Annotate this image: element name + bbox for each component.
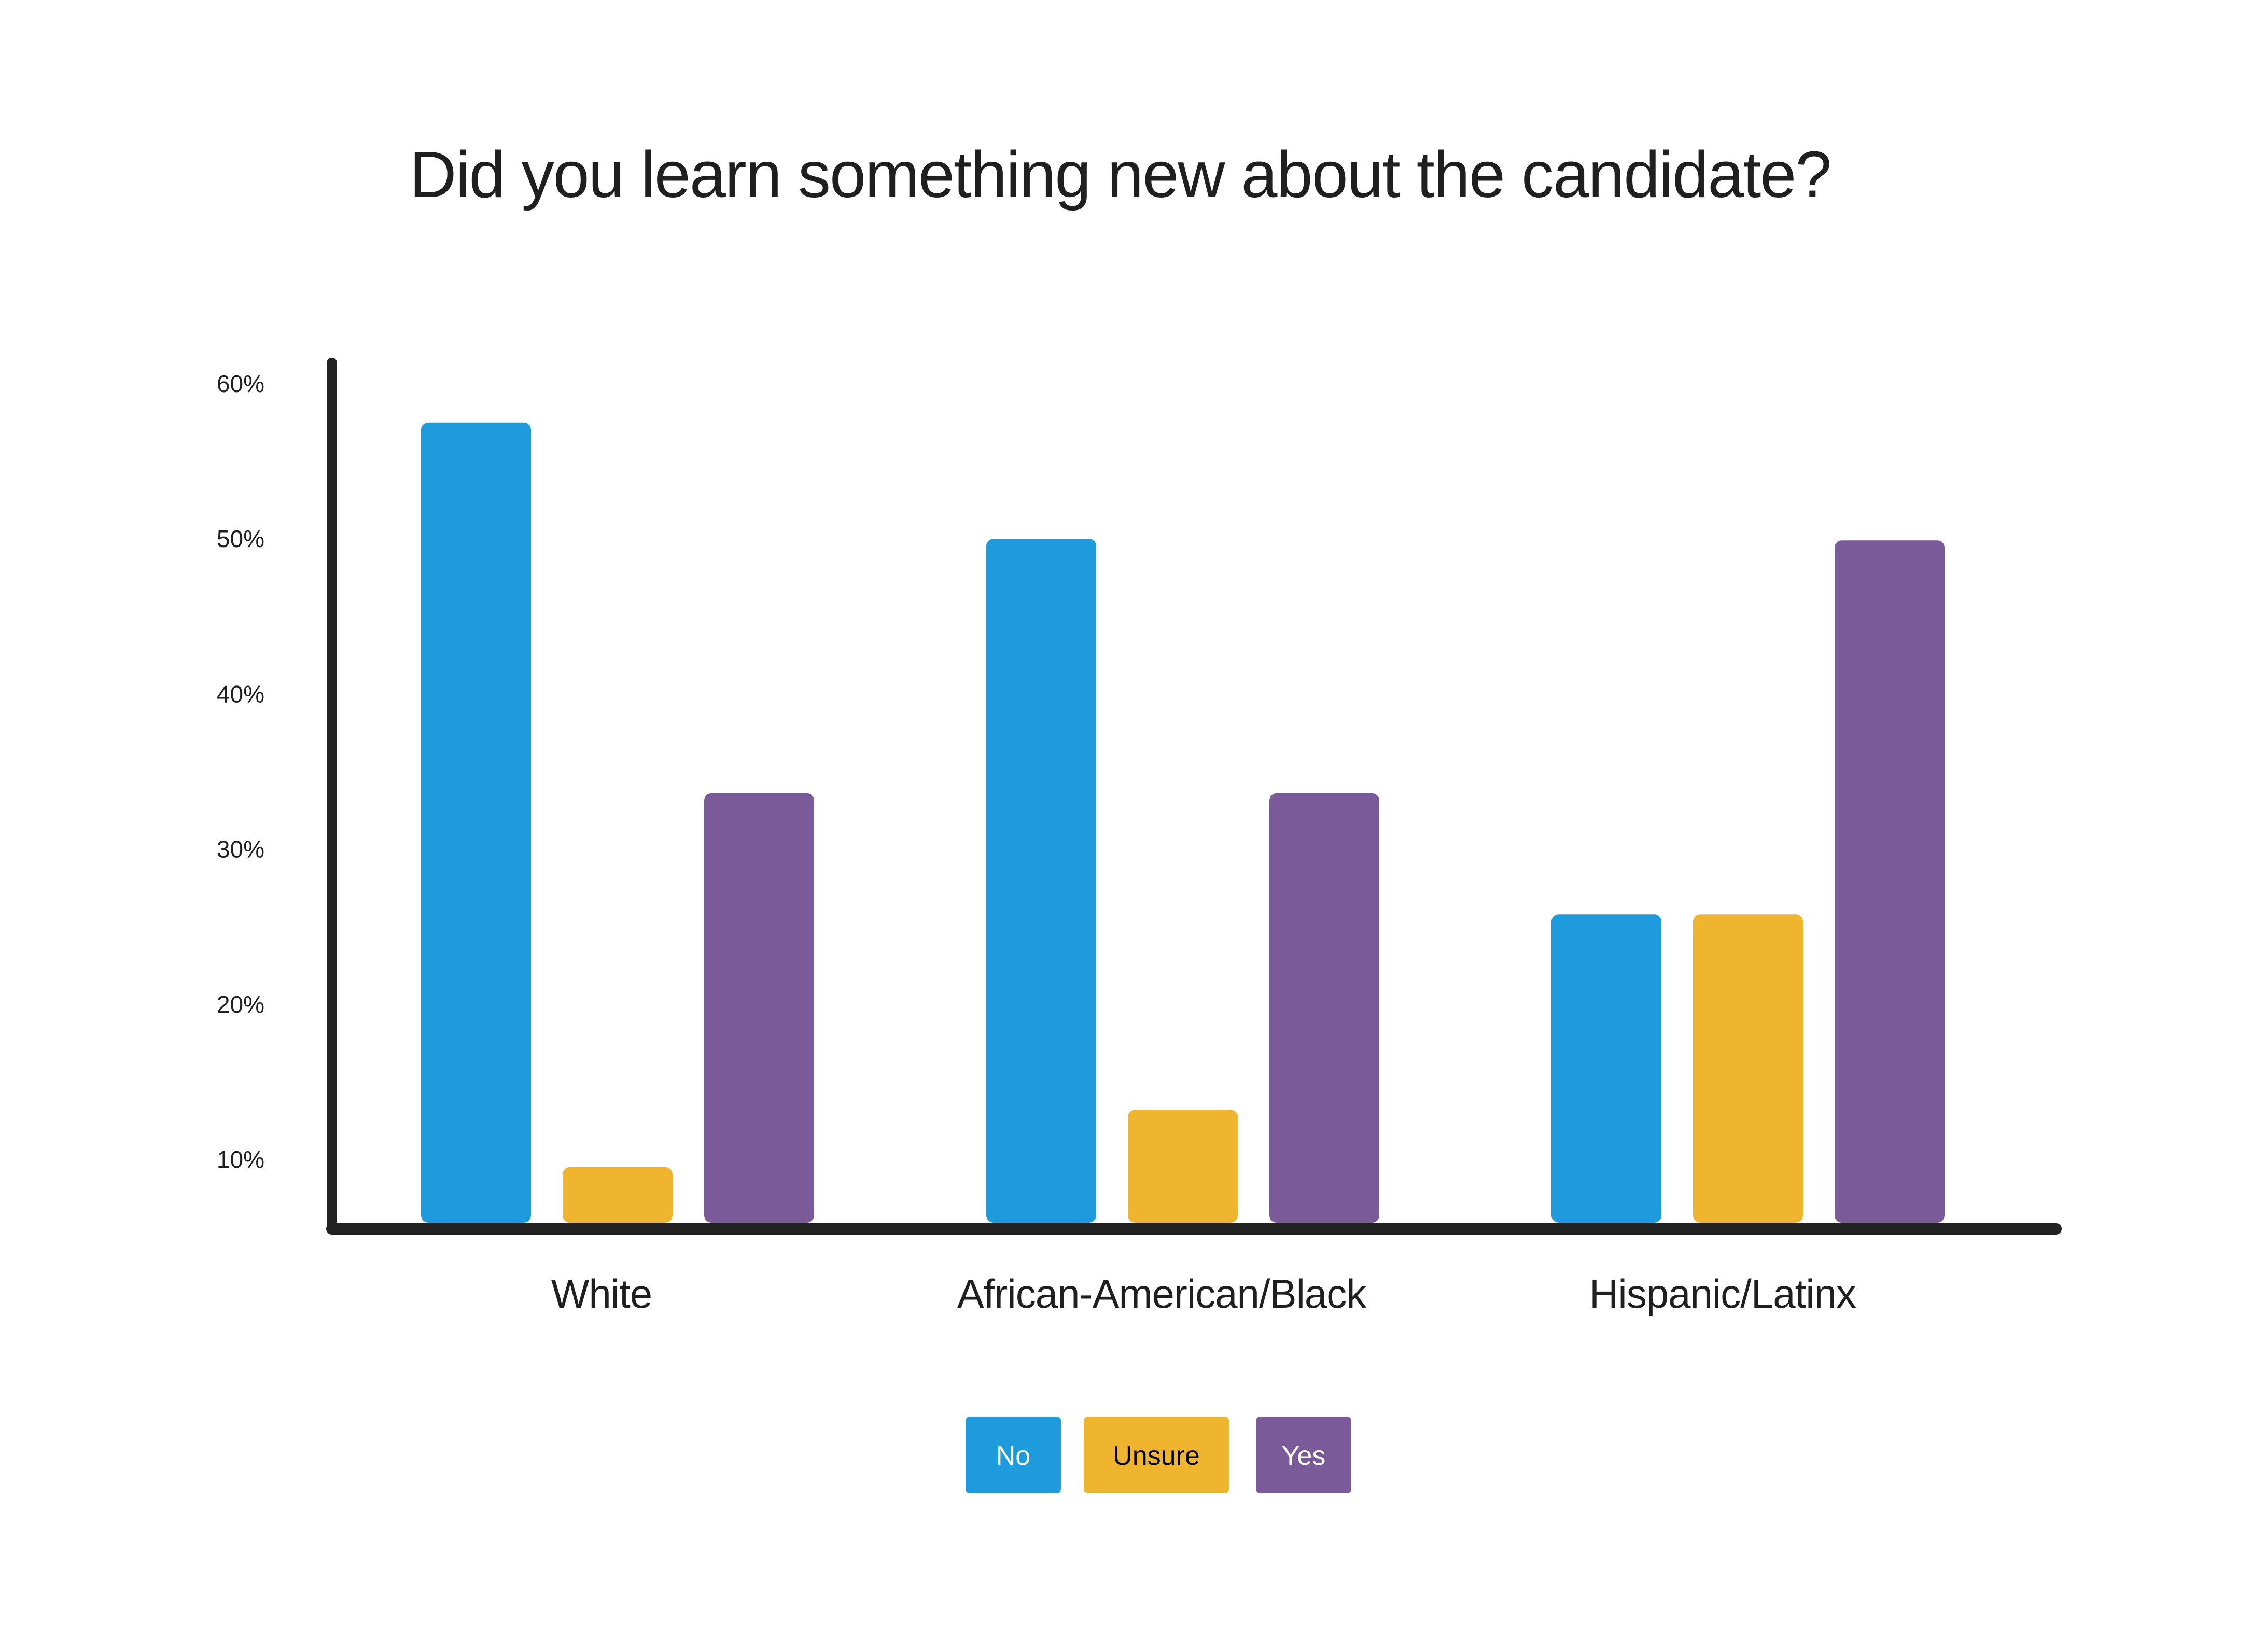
legend-label-yes: Yes <box>1282 1441 1326 1471</box>
bar-unsure-white <box>563 1167 673 1223</box>
bars-layer <box>421 422 1945 1223</box>
bar-unsure-african-american-black <box>1128 1110 1238 1223</box>
legend-item-unsure: Unsure <box>1084 1417 1229 1493</box>
legend-item-no: No <box>966 1417 1061 1493</box>
bar-no-white <box>421 422 531 1223</box>
legend-swatch-unsure <box>1084 1417 1229 1493</box>
legend-label-no: No <box>996 1441 1030 1471</box>
y-tick-label: 40% <box>217 680 264 707</box>
axes <box>326 358 2062 1235</box>
y-tick-label: 10% <box>217 1146 264 1173</box>
x-tick-label-african-american-black: African-American/Black <box>957 1271 1367 1317</box>
y-tick-label: 60% <box>217 370 264 397</box>
bar-yes-african-american-black <box>1269 793 1379 1223</box>
legend-item-yes: Yes <box>1256 1417 1351 1493</box>
chart-title: Did you learn something new about the ca… <box>410 138 1831 211</box>
bar-yes-hispanic-latinx <box>1835 540 1945 1223</box>
bar-unsure-hispanic-latinx <box>1693 914 1803 1223</box>
legend-swatch-yes <box>1256 1417 1351 1493</box>
legend-swatch-no <box>966 1417 1061 1493</box>
bar-no-hispanic-latinx <box>1551 914 1661 1223</box>
y-tick-label: 50% <box>217 525 264 552</box>
legend-label-unsure: Unsure <box>1113 1441 1200 1471</box>
y-tick-label: 20% <box>217 991 264 1018</box>
y-tick-labels: 10% 20% 30% 40% 50% 60% <box>217 370 264 1173</box>
bar-no-african-american-black <box>986 539 1096 1223</box>
y-tick-label: 30% <box>217 836 264 863</box>
x-tick-label-white: White <box>551 1271 652 1317</box>
x-tick-label-hispanic-latinx: Hispanic/Latinx <box>1589 1271 1856 1317</box>
legend: No Unsure Yes <box>966 1417 1351 1493</box>
x-tick-labels: White African-American/Black Hispanic/Lati… <box>551 1271 1857 1317</box>
bar-yes-white <box>704 793 814 1223</box>
